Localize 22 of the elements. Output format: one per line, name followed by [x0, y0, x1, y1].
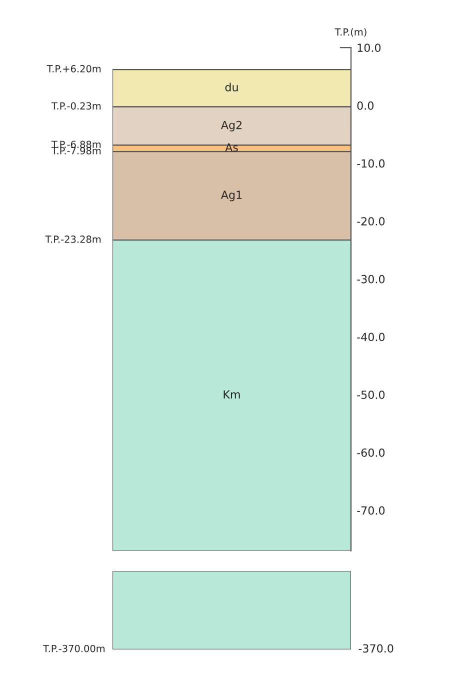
y-tick-label: -20.0 [357, 217, 385, 226]
series-label: Ag1 [220, 190, 242, 202]
y-tick-label: -40.0 [357, 332, 385, 342]
y-tick-label: 0.0 [357, 101, 374, 110]
series-label: du [225, 82, 238, 92]
annotation: T.P.-6.88m [51, 140, 101, 148]
annotation: T.P.-7.98m [51, 147, 101, 154]
y-tick-label: -50.0 [357, 390, 385, 400]
y-tick-label: -70.0 [357, 506, 385, 515]
y-axis-title: T.P.(m) [334, 28, 366, 37]
y-tick-label: -60.0 [357, 448, 385, 457]
annotation: T.P.-0.23m [51, 102, 101, 110]
annotation: T.P.-23.28m [45, 236, 101, 243]
series-label: Km [224, 390, 240, 399]
y-tick-label: -10.0 [357, 159, 385, 168]
text: -370.0 [358, 644, 394, 653]
y-tick-label: -30.0 [357, 274, 385, 284]
series-label: Ag2 [220, 120, 242, 132]
text: T.P.-370.00m [43, 644, 105, 652]
annotation: T.P.+6.20m [46, 65, 101, 72]
y-tick-label: 10.0 [358, 44, 381, 52]
series-label: As [225, 143, 238, 152]
